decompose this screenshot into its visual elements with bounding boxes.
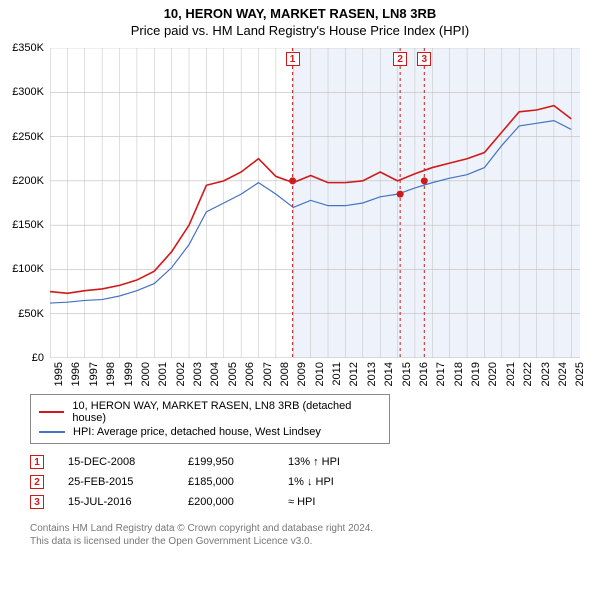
footer-line: Contains HM Land Registry data © Crown c… bbox=[30, 522, 600, 535]
legend-label: 10, HERON WAY, MARKET RASEN, LN8 3RB (de… bbox=[72, 400, 381, 424]
legend-item-hpi: HPI: Average price, detached house, West… bbox=[39, 425, 381, 439]
x-axis-label: 2008 bbox=[279, 362, 291, 386]
x-axis-label: 2013 bbox=[366, 362, 378, 386]
x-axis-label: 2006 bbox=[244, 362, 256, 386]
x-axis-label: 2004 bbox=[209, 362, 221, 386]
y-axis-label: £250K bbox=[12, 131, 44, 143]
chart-area: £0£50K£100K£150K£200K£250K£300K£350K 199… bbox=[50, 48, 580, 358]
x-axis-label: 2016 bbox=[418, 362, 430, 386]
page-subtitle: Price paid vs. HM Land Registry's House … bbox=[0, 23, 600, 38]
legend-item-price-paid: 10, HERON WAY, MARKET RASEN, LN8 3RB (de… bbox=[39, 399, 381, 425]
x-axis-label: 1995 bbox=[53, 362, 65, 386]
title-block: 10, HERON WAY, MARKET RASEN, LN8 3RB Pri… bbox=[0, 0, 600, 38]
y-axis-label: £350K bbox=[12, 42, 44, 54]
sale-price: £200,000 bbox=[188, 496, 288, 508]
x-axis-label: 2011 bbox=[331, 362, 343, 386]
x-axis-label: 2000 bbox=[140, 362, 152, 386]
sale-marker-box: 3 bbox=[30, 495, 44, 509]
x-axis-label: 1996 bbox=[70, 362, 82, 386]
x-axis-label: 2003 bbox=[192, 362, 204, 386]
footer: Contains HM Land Registry data © Crown c… bbox=[30, 522, 600, 548]
sale-date: 15-DEC-2008 bbox=[68, 456, 188, 468]
sale-diff: 1% ↓ HPI bbox=[288, 476, 388, 488]
x-axis-label: 2012 bbox=[348, 362, 360, 386]
x-axis-label: 2010 bbox=[314, 362, 326, 386]
x-axis-label: 2009 bbox=[296, 362, 308, 386]
y-axis-label: £0 bbox=[32, 352, 44, 364]
x-axis-label: 2002 bbox=[175, 362, 187, 386]
x-axis-label: 2022 bbox=[522, 362, 534, 386]
sale-marker-box: 1 bbox=[30, 455, 44, 469]
chart-marker-box: 1 bbox=[286, 52, 300, 66]
x-axis-label: 2025 bbox=[574, 362, 586, 386]
legend-swatch bbox=[39, 431, 65, 433]
page-container: 10, HERON WAY, MARKET RASEN, LN8 3RB Pri… bbox=[0, 0, 600, 590]
sale-diff: 13% ↑ HPI bbox=[288, 456, 388, 468]
chart-svg bbox=[50, 48, 580, 358]
x-axis-label: 2015 bbox=[401, 362, 413, 386]
y-axis-label: £200K bbox=[12, 175, 44, 187]
sale-row: 1 15-DEC-2008 £199,950 13% ↑ HPI bbox=[30, 452, 600, 472]
x-axis-label: 1997 bbox=[88, 362, 100, 386]
y-axis-label: £300K bbox=[12, 86, 44, 98]
sale-price: £199,950 bbox=[188, 456, 288, 468]
sale-date: 25-FEB-2015 bbox=[68, 476, 188, 488]
chart-marker-box: 2 bbox=[393, 52, 407, 66]
x-axis-label: 1998 bbox=[105, 362, 117, 386]
x-axis-label: 2007 bbox=[262, 362, 274, 386]
y-axis-label: £100K bbox=[12, 263, 44, 275]
x-axis-label: 2005 bbox=[227, 362, 239, 386]
sale-date: 15-JUL-2016 bbox=[68, 496, 188, 508]
x-axis-label: 2017 bbox=[435, 362, 447, 386]
x-axis-label: 2021 bbox=[505, 362, 517, 386]
sale-row: 2 25-FEB-2015 £185,000 1% ↓ HPI bbox=[30, 472, 600, 492]
sale-table: 1 15-DEC-2008 £199,950 13% ↑ HPI 2 25-FE… bbox=[30, 452, 600, 512]
legend-label: HPI: Average price, detached house, West… bbox=[73, 426, 321, 438]
x-axis-label: 2018 bbox=[453, 362, 465, 386]
chart-marker-box: 3 bbox=[417, 52, 431, 66]
x-axis-label: 2014 bbox=[383, 362, 395, 386]
x-axis-label: 2019 bbox=[470, 362, 482, 386]
x-axis-label: 2001 bbox=[157, 362, 169, 386]
legend-swatch bbox=[39, 411, 64, 413]
footer-line: This data is licensed under the Open Gov… bbox=[30, 535, 600, 548]
x-axis-label: 1999 bbox=[123, 362, 135, 386]
x-axis-label: 2024 bbox=[557, 362, 569, 386]
sale-row: 3 15-JUL-2016 £200,000 ≈ HPI bbox=[30, 492, 600, 512]
sale-diff: ≈ HPI bbox=[288, 496, 388, 508]
x-axis-label: 2020 bbox=[487, 362, 499, 386]
sale-price: £185,000 bbox=[188, 476, 288, 488]
page-title: 10, HERON WAY, MARKET RASEN, LN8 3RB bbox=[0, 6, 600, 21]
y-axis-label: £50K bbox=[18, 308, 44, 320]
sale-marker-box: 2 bbox=[30, 475, 44, 489]
x-axis-label: 2023 bbox=[540, 362, 552, 386]
y-axis-label: £150K bbox=[12, 219, 44, 231]
legend: 10, HERON WAY, MARKET RASEN, LN8 3RB (de… bbox=[30, 394, 390, 444]
